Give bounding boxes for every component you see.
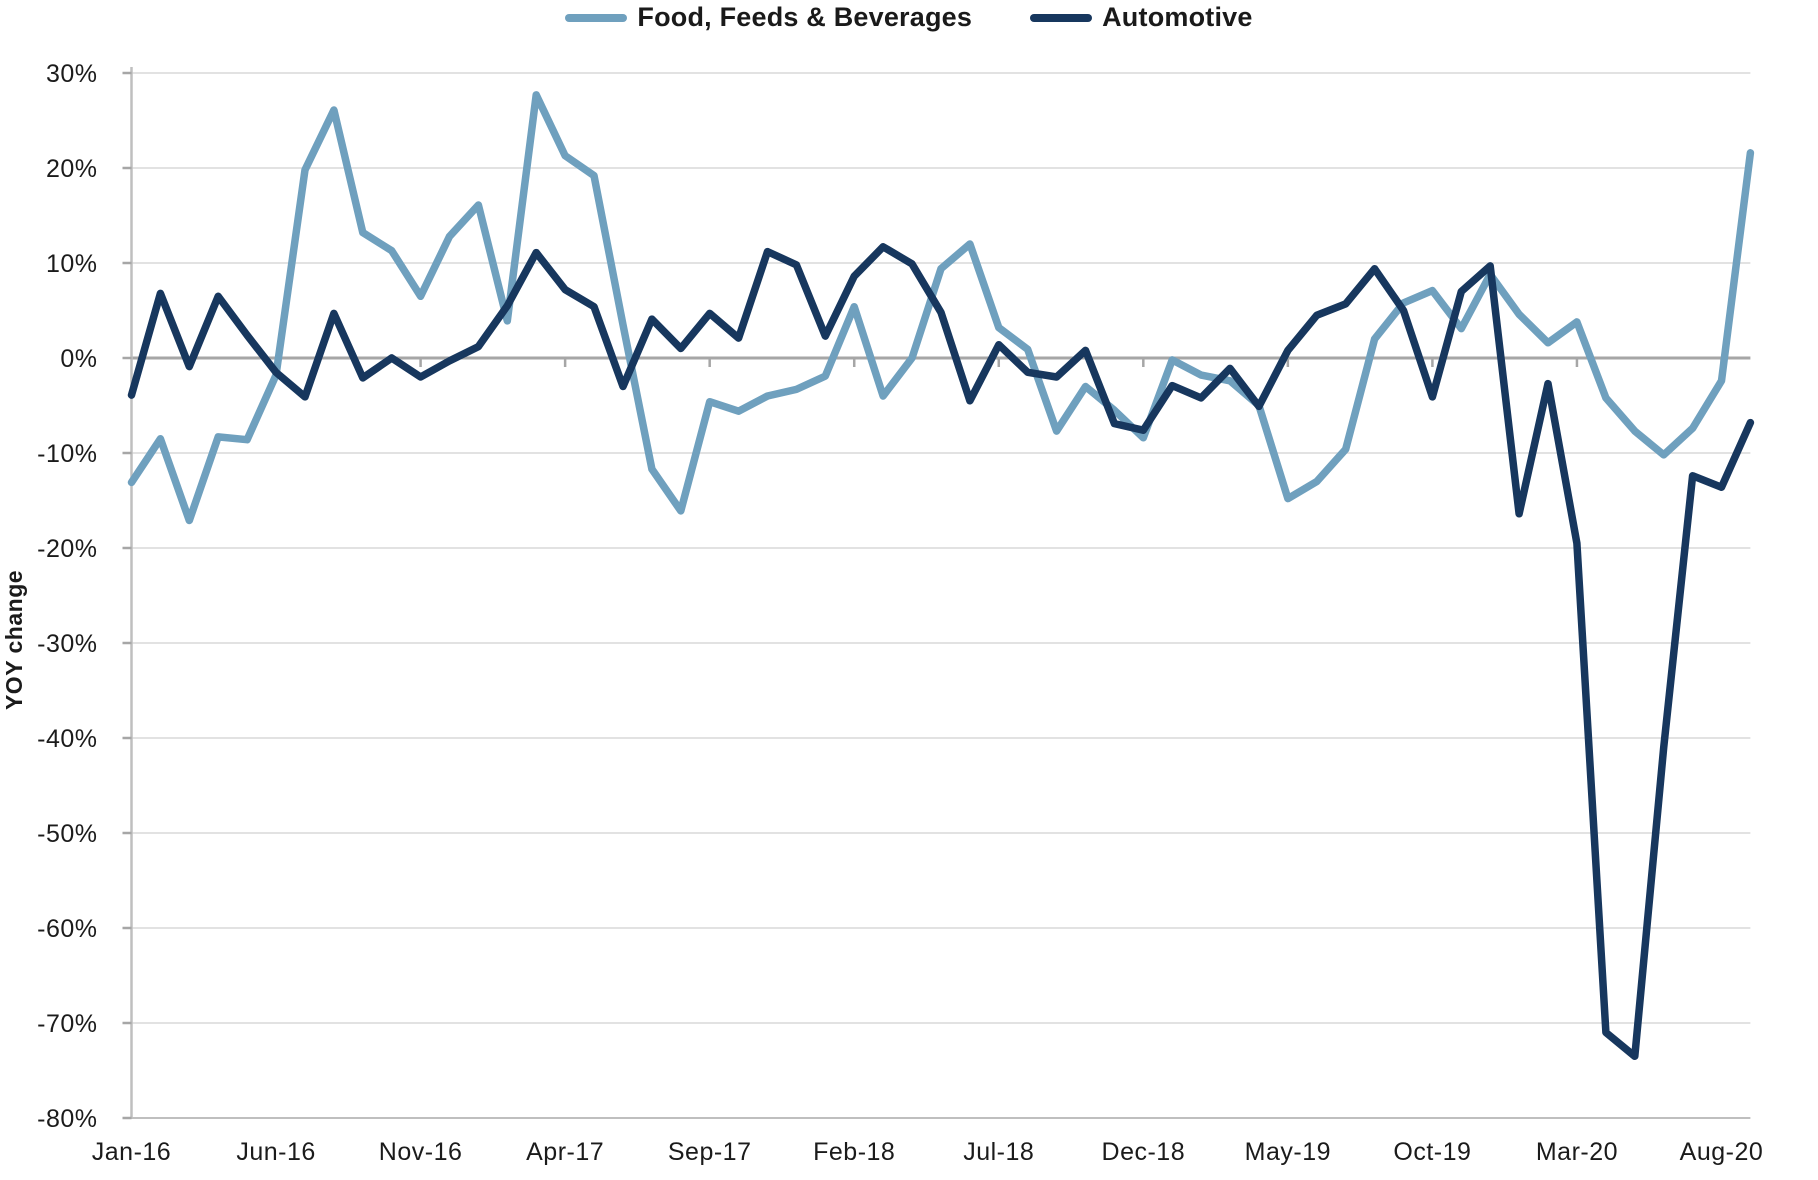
y-tick-label: 20% [46, 155, 98, 183]
x-tick-label: Jul-18 [963, 1138, 1034, 1166]
y-tick-label: 30% [46, 60, 98, 88]
y-tick-label: -60% [37, 915, 97, 943]
y-tick-label: -80% [37, 1105, 97, 1133]
y-tick-label: 0% [60, 345, 97, 373]
y-tick-label: -10% [37, 440, 97, 468]
automotive-series-line [127, 243, 1755, 1061]
x-tick-label: Jun-16 [236, 1138, 315, 1166]
x-tick-label: Sep-17 [668, 1138, 752, 1166]
x-tick-label: Mar-20 [1536, 1138, 1618, 1166]
y-axis-title: YOY change [1, 570, 27, 710]
x-tick-label: Oct-19 [1393, 1138, 1471, 1166]
y-tick-label: -20% [37, 535, 97, 563]
y-tick-label: -70% [37, 1010, 97, 1038]
x-tick-label: Feb-18 [813, 1138, 895, 1166]
x-tick-label: Nov-16 [379, 1138, 463, 1166]
x-tick-label: Jan-16 [92, 1138, 171, 1166]
y-tick-label: -30% [37, 630, 97, 658]
y-tick-label: -40% [37, 725, 97, 753]
y-tick-label: -50% [37, 820, 97, 848]
x-tick-label: May-19 [1245, 1138, 1331, 1166]
x-tick-label: Dec-18 [1102, 1138, 1186, 1166]
food-feeds-beverages-series-line [127, 91, 1755, 525]
y-tick-label: 10% [46, 250, 98, 278]
x-tick-label: Aug-20 [1680, 1138, 1764, 1166]
x-tick-label: Apr-17 [526, 1138, 604, 1166]
